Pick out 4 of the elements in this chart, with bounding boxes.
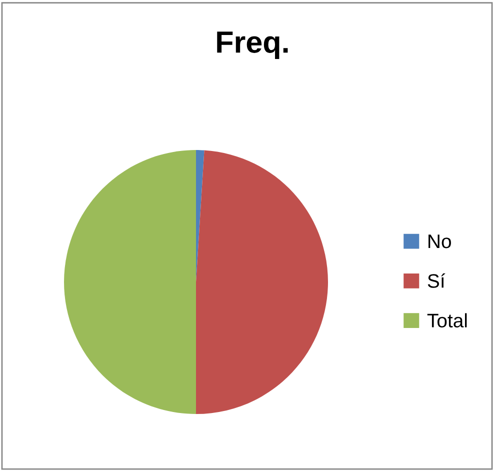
chart-title: Freq. — [217, 32, 288, 59]
legend-label: Sí — [428, 273, 446, 288]
legend-label: No — [428, 234, 451, 248]
legend-label: Total — [427, 313, 467, 328]
